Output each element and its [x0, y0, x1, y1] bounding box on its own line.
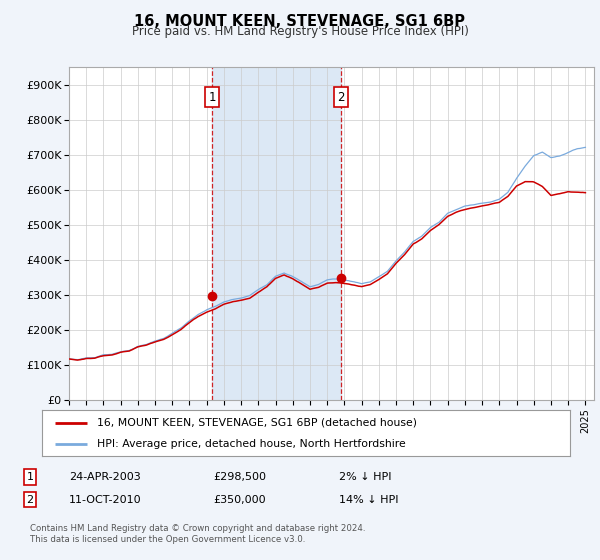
Text: Price paid vs. HM Land Registry's House Price Index (HPI): Price paid vs. HM Land Registry's House …	[131, 25, 469, 38]
Text: 1: 1	[26, 472, 34, 482]
Text: HPI: Average price, detached house, North Hertfordshire: HPI: Average price, detached house, Nort…	[97, 439, 406, 449]
Text: £298,500: £298,500	[213, 472, 266, 482]
Text: 11-OCT-2010: 11-OCT-2010	[69, 494, 142, 505]
Text: 16, MOUNT KEEN, STEVENAGE, SG1 6BP (detached house): 16, MOUNT KEEN, STEVENAGE, SG1 6BP (deta…	[97, 418, 418, 428]
Text: 14% ↓ HPI: 14% ↓ HPI	[339, 494, 398, 505]
Text: £350,000: £350,000	[213, 494, 266, 505]
Text: 16, MOUNT KEEN, STEVENAGE, SG1 6BP: 16, MOUNT KEEN, STEVENAGE, SG1 6BP	[134, 14, 466, 29]
Text: 24-APR-2003: 24-APR-2003	[69, 472, 141, 482]
Text: 2: 2	[337, 91, 344, 104]
Text: 2: 2	[26, 494, 34, 505]
Text: 1: 1	[208, 91, 216, 104]
Text: Contains HM Land Registry data © Crown copyright and database right 2024.: Contains HM Land Registry data © Crown c…	[30, 524, 365, 533]
Bar	[212, 67, 341, 400]
Text: 2% ↓ HPI: 2% ↓ HPI	[339, 472, 391, 482]
Text: This data is licensed under the Open Government Licence v3.0.: This data is licensed under the Open Gov…	[30, 535, 305, 544]
